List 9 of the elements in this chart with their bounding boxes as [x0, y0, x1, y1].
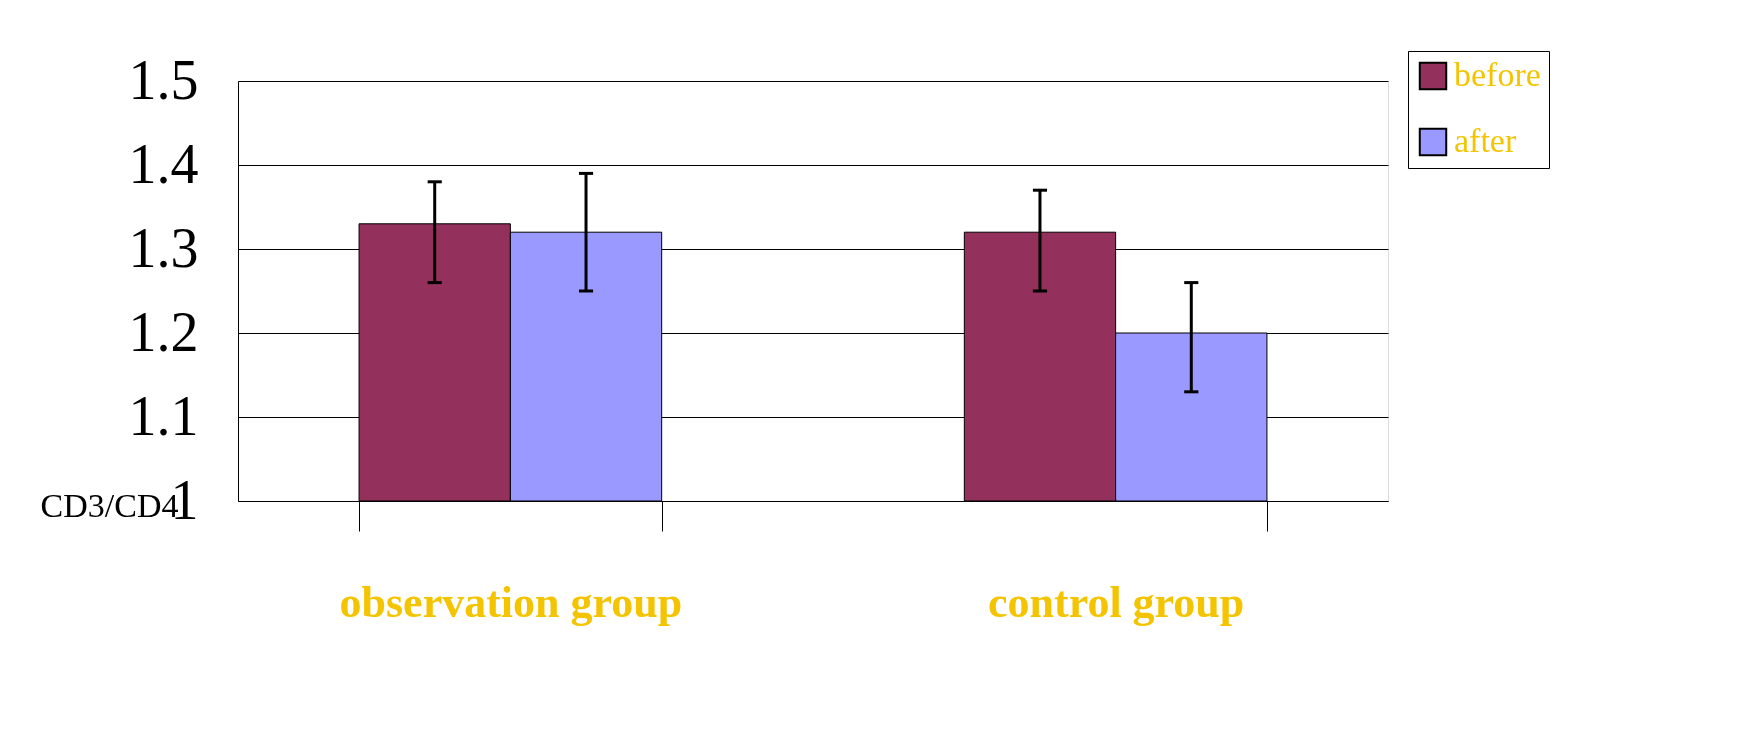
y-tick-label: 1.3 [128, 216, 199, 279]
x-tick-label: control group [987, 577, 1245, 627]
x-tick-label: observation group [339, 577, 683, 627]
y-tick-label: 1.1 [128, 384, 199, 447]
legend-label: before [1454, 56, 1541, 93]
legend-label: after [1454, 122, 1517, 159]
y-tick-label: 1.4 [128, 132, 199, 195]
y-tick-label: 1.2 [128, 300, 199, 363]
y-tick-label: 1.5 [128, 48, 199, 111]
